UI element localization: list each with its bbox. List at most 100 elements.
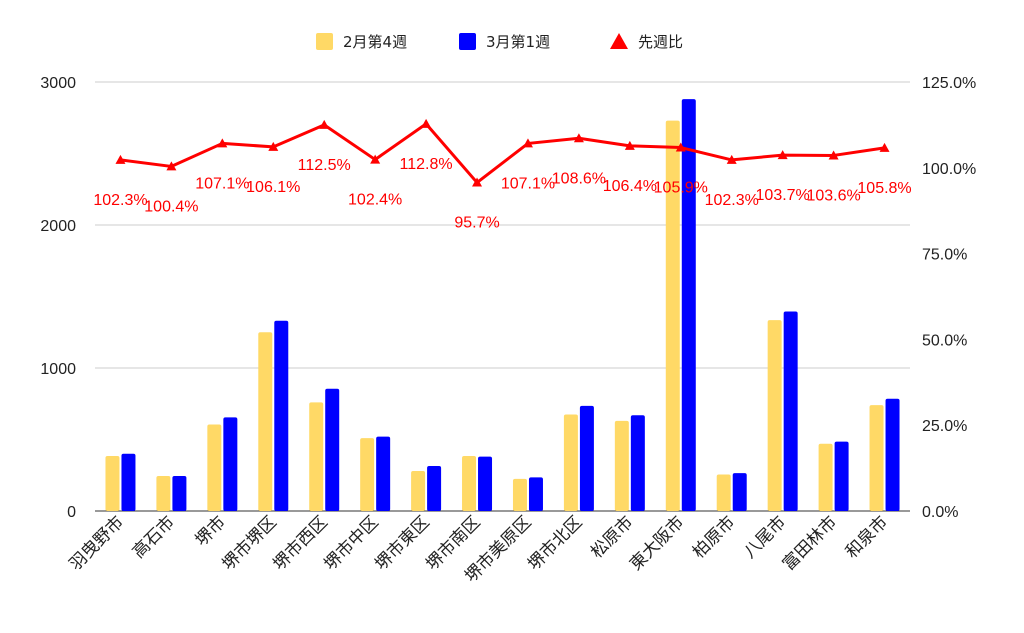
marker-triangle [115, 154, 126, 164]
x-tick-label: 柏原市 [689, 512, 739, 562]
legend-item-series-3: 先週比 [610, 27, 683, 55]
marker-triangle [268, 141, 279, 151]
x-tick-label: 和泉市 [842, 512, 892, 562]
bar-series-2 [630, 415, 645, 511]
bar-series-1 [360, 438, 375, 511]
marker-triangle [166, 161, 177, 171]
marker-triangle [522, 138, 533, 148]
bar-series-1 [665, 120, 680, 512]
bar-series-2 [172, 475, 187, 511]
x-tick-label: 富田林市 [779, 512, 841, 574]
y-right-tick-label: 100.0% [922, 161, 976, 178]
x-tick-label: 堺市堺区 [219, 512, 281, 574]
x-tick-label: 松原市 [587, 512, 637, 562]
marker-triangle [624, 140, 635, 150]
bar-series-1 [512, 478, 527, 511]
bar-series-2 [478, 456, 493, 511]
bar-series-1 [869, 405, 884, 511]
bar-series-2 [579, 405, 594, 511]
marker-triangle [370, 154, 381, 164]
y-left-tick-label: 0 [67, 504, 76, 521]
legend-item-series-2: 3月第1週 [459, 27, 550, 55]
y-right-tick-label: 25.0% [922, 418, 967, 435]
bar-series-2 [885, 398, 900, 511]
x-tick-label: 八尾市 [740, 512, 790, 562]
data-label: 100.4% [144, 198, 198, 215]
bar-series-2 [325, 388, 340, 511]
bar-series-2 [223, 417, 238, 511]
bar-series-2 [376, 436, 391, 511]
bar-series-1 [156, 475, 171, 511]
y-left-tick-label: 1000 [40, 361, 76, 378]
marker-triangle [573, 133, 584, 143]
y-left-tick-label: 2000 [40, 218, 76, 235]
x-tick-label: 堺市北区 [524, 512, 586, 574]
bar-series-1 [614, 420, 629, 511]
bar-series-2 [783, 311, 798, 511]
x-tick-label: 東大阪市 [626, 512, 688, 574]
bar-series-1 [309, 402, 324, 511]
data-label: 112.8% [400, 156, 453, 173]
bar-series-1 [818, 443, 833, 511]
bar-series-1 [411, 470, 426, 511]
data-label: 102.3% [705, 192, 759, 209]
bar-series-2 [274, 320, 289, 511]
y-right-tick-label: 50.0% [922, 332, 967, 349]
bar-series-1 [767, 320, 782, 511]
bar-series-2 [427, 465, 442, 511]
marker-triangle [319, 119, 330, 129]
marker-triangle [777, 150, 788, 160]
y-left-tick-label: 3000 [40, 75, 76, 92]
x-tick-label: 堺市西区 [270, 512, 332, 574]
bar-series-1 [207, 424, 222, 511]
legend-label-series-2: 3月第1週 [486, 32, 551, 51]
data-label: 95.7% [454, 215, 499, 232]
legend-swatch-blue [459, 32, 476, 50]
data-label: 105.9% [654, 180, 708, 197]
bar-series-2 [732, 473, 747, 511]
x-tick-label: 堺市 [192, 512, 230, 550]
bar-series-1 [563, 414, 578, 511]
bar-series-1 [258, 332, 273, 511]
bar-series-1 [716, 474, 731, 511]
legend-swatch-yellow [316, 32, 333, 50]
y-right-tick-label: 125.0% [922, 75, 976, 92]
x-tick-label: 堺市中区 [320, 512, 382, 574]
legend-triangle-icon [610, 33, 628, 49]
data-label: 107.1% [195, 175, 249, 192]
marker-triangle [217, 138, 228, 148]
bar-series-2 [834, 441, 849, 511]
data-label: 105.8% [857, 180, 911, 197]
bar-series-1 [105, 455, 120, 511]
y-right-tick-label: 0.0% [922, 504, 958, 521]
bar-series-2 [528, 477, 543, 511]
y-right-tick-label: 75.0% [922, 247, 967, 264]
marker-triangle [472, 177, 483, 187]
marker-triangle [726, 154, 737, 164]
bar-series-2 [121, 453, 136, 511]
bar-series-2 [681, 99, 696, 511]
marker-triangle [675, 142, 686, 152]
marker-triangle [879, 142, 890, 152]
data-label: 106.4% [603, 178, 657, 195]
data-label: 107.1% [501, 175, 555, 192]
data-label: 112.5% [298, 157, 351, 174]
legend: 2月第4週 3月第1週 先週比 [0, 27, 1024, 55]
line-series-3 [120, 122, 885, 185]
x-tick-label: 羽曳野市 [66, 512, 128, 574]
data-label: 102.3% [93, 192, 147, 209]
legend-label-series-3: 先週比 [638, 32, 684, 51]
marker-triangle [828, 150, 839, 160]
x-tick-label: 高石市 [129, 512, 179, 562]
data-label: 108.6% [552, 170, 606, 187]
bar-series-1 [462, 455, 477, 511]
data-label: 106.1% [246, 179, 300, 196]
legend-item-series-1: 2月第4週 [316, 27, 407, 55]
marker-triangle [421, 118, 432, 128]
x-tick-label: 堺市東区 [371, 512, 433, 574]
data-label: 103.7% [756, 187, 810, 204]
data-label: 103.6% [806, 187, 860, 204]
data-label: 102.4% [348, 192, 402, 209]
legend-label-series-1: 2月第4週 [343, 32, 408, 51]
